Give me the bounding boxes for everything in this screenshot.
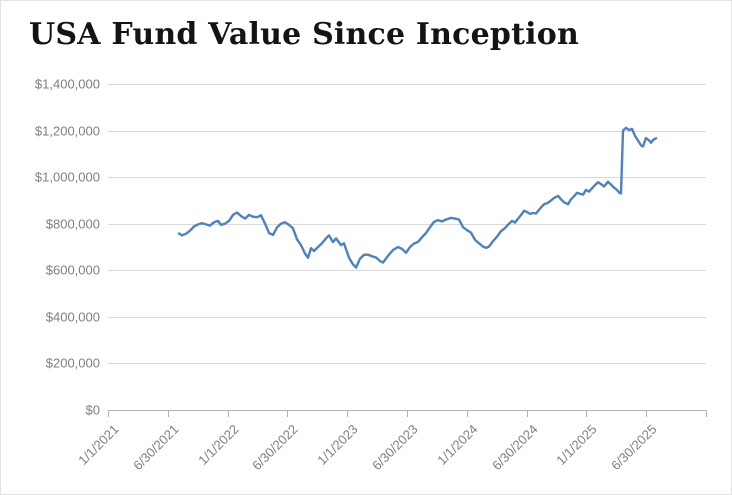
x-axis-label: 1/1/2022 [195, 422, 241, 468]
x-axis-label: 6/30/2025 [608, 422, 660, 474]
x-axis-label: 6/30/2022 [249, 422, 301, 474]
y-axis-label: $400,000 [46, 310, 100, 325]
y-axis-label: $600,000 [46, 263, 100, 278]
x-axis-label: 6/30/2021 [130, 422, 182, 474]
chart-title: USA Fund Value Since Inception [29, 17, 579, 52]
y-axis-label: $1,400,000 [35, 77, 100, 92]
fund-value-line [177, 126, 658, 269]
x-axis-label: 1/1/2023 [314, 422, 360, 468]
y-axis-label: $0 [86, 403, 100, 418]
y-axis-label: $1,000,000 [35, 170, 100, 185]
y-axis-label: $800,000 [46, 217, 100, 232]
x-axis-label: 6/30/2023 [369, 422, 421, 474]
y-axis-label: $200,000 [46, 356, 100, 371]
x-axis-label: 1/1/2024 [434, 422, 480, 468]
x-axis-label: 1/1/2021 [75, 422, 121, 468]
x-axis-label: 6/30/2024 [489, 422, 541, 474]
y-axis-label: $1,200,000 [35, 124, 100, 139]
x-axis-label: 1/1/2025 [553, 422, 599, 468]
